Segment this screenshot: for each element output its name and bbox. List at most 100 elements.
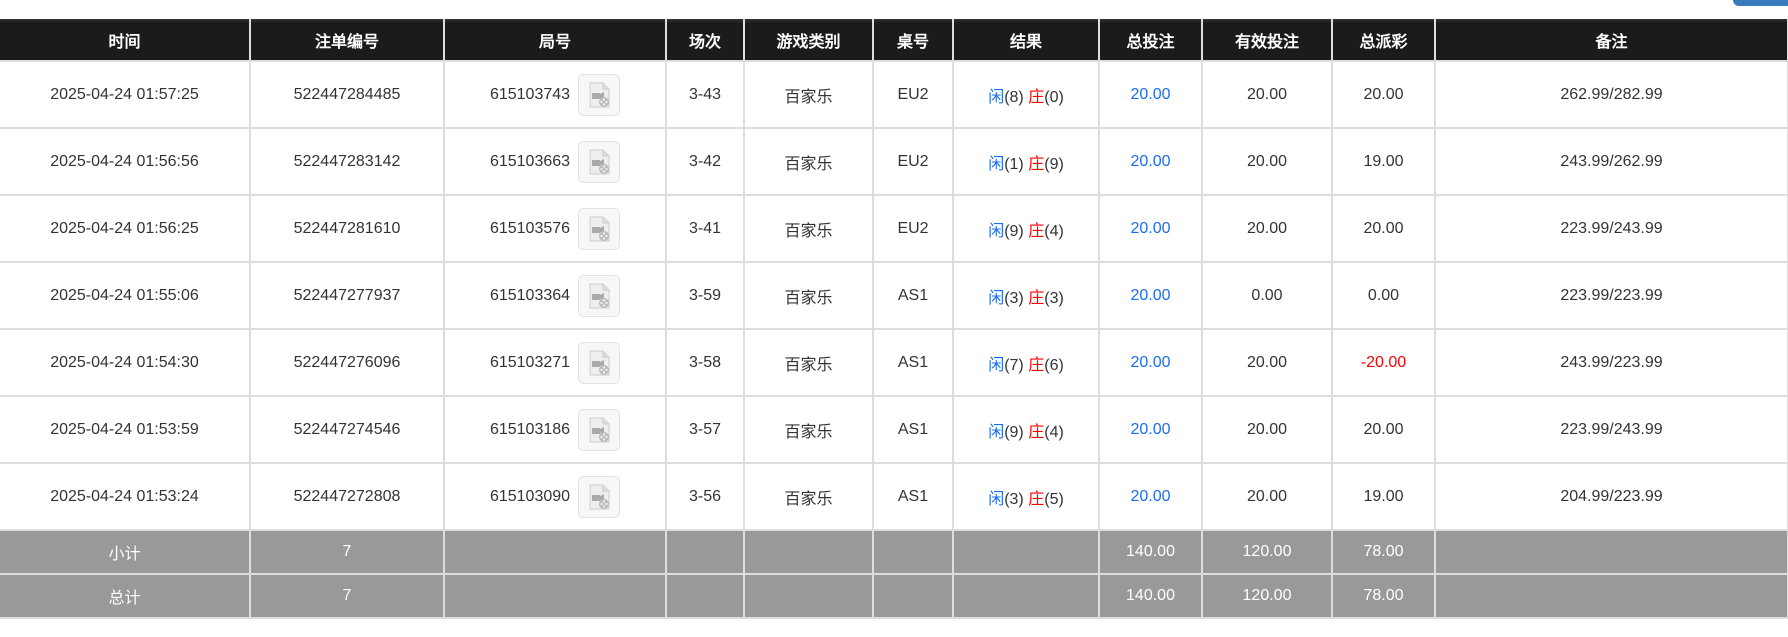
table-no-cell: EU2: [872, 127, 954, 196]
player-label: 闲: [988, 289, 1005, 307]
table-no: AS1: [897, 487, 929, 505]
video-file-icon[interactable]: [578, 73, 621, 116]
payout-cell: -20.00: [1331, 328, 1436, 397]
bet-id-cell: 522447277937: [249, 261, 445, 330]
shoe: 3-43: [688, 85, 722, 103]
payout-cell: 20.00: [1331, 194, 1436, 263]
shoe: 3-42: [688, 152, 722, 170]
game-type-cell: 百家乐: [743, 127, 874, 196]
top-right-button[interactable]: [1733, 0, 1788, 6]
time-cell: 2025-04-24 01:56:56: [0, 127, 251, 196]
column-header-result: 结果: [952, 19, 1100, 61]
table-row: 2025-04-24 01:54:30 522447276096 615103271…: [0, 328, 1788, 397]
payout: 20.00: [1363, 420, 1404, 438]
shoe: 3-56: [688, 487, 722, 505]
subtotal-valid-bet: 120.00: [1201, 529, 1333, 575]
table-no: EU2: [897, 152, 929, 170]
total-row: 总计 7 140.00 120.00 78.00: [0, 573, 1788, 619]
table-no: EU2: [897, 219, 929, 237]
table-row: 2025-04-24 01:56:25 522447281610 615103576…: [0, 194, 1788, 263]
subtotal-row: 小计 7 140.00 120.00 78.00: [0, 529, 1788, 575]
round-id: 615103364: [489, 286, 571, 304]
subtotal-payout: 78.00: [1331, 529, 1436, 575]
time-cell: 2025-04-24 01:56:25: [0, 194, 251, 263]
table-row: 2025-04-24 01:56:56 522447283142 615103663…: [0, 127, 1788, 196]
note-cell: 223.99/223.99: [1434, 261, 1788, 330]
banker-score: (0): [1044, 88, 1064, 106]
banker-score: (4): [1044, 423, 1064, 441]
empty-cell: [665, 573, 745, 619]
empty-cell: [1434, 573, 1788, 619]
shoe: 3-58: [688, 353, 722, 371]
result-cell: 闲(8) 庄(0): [952, 60, 1100, 129]
note: 223.99/243.99: [1560, 219, 1663, 237]
note-cell: 223.99/243.99: [1434, 194, 1788, 263]
table-row: 2025-04-24 01:53:59 522447274546 615103186…: [0, 395, 1788, 464]
empty-cell: [743, 573, 874, 619]
column-header-valid-bet: 有效投注: [1201, 19, 1333, 61]
banker-score: (5): [1044, 490, 1064, 508]
video-file-icon[interactable]: [578, 475, 621, 518]
result-cell: 闲(9) 庄(4): [952, 194, 1100, 263]
empty-cell: [1434, 529, 1788, 575]
valid-bet: 20.00: [1246, 420, 1288, 438]
total-valid-bet: 120.00: [1201, 573, 1333, 619]
total-bet: 20.00: [1130, 487, 1171, 505]
round-cell: 615103663: [443, 127, 667, 196]
table-no-cell: AS1: [872, 395, 954, 464]
player-score: (9): [1004, 423, 1024, 441]
column-header-bet-id: 注单编号: [249, 19, 445, 61]
valid-bet-cell: 20.00: [1201, 127, 1333, 196]
shoe: 3-59: [688, 286, 722, 304]
payout-cell: 19.00: [1331, 127, 1436, 196]
payout: 19.00: [1363, 152, 1404, 170]
game-type: 百家乐: [784, 423, 833, 441]
video-file-icon[interactable]: [578, 274, 621, 317]
video-file-icon[interactable]: [578, 341, 621, 384]
table-no-cell: AS1: [872, 328, 954, 397]
total-bet-cell: 20.00: [1098, 328, 1203, 397]
note: 243.99/223.99: [1560, 353, 1663, 371]
valid-bet: 20.00: [1246, 219, 1288, 237]
time: 2025-04-24 01:54:30: [50, 353, 199, 371]
column-header-total-bet: 总投注: [1098, 19, 1203, 61]
table-no-cell: EU2: [872, 194, 954, 263]
time: 2025-04-24 01:57:25: [50, 85, 199, 103]
payout: 20.00: [1363, 85, 1404, 103]
total-bet: 20.00: [1130, 420, 1171, 438]
note-cell: 243.99/262.99: [1434, 127, 1788, 196]
empty-cell: [743, 529, 874, 575]
game-type: 百家乐: [784, 356, 833, 374]
round-id: 615103663: [489, 152, 571, 170]
payout: 19.00: [1363, 487, 1404, 505]
bet-id: 522447272808: [293, 487, 401, 505]
note: 204.99/223.99: [1560, 487, 1663, 505]
video-file-icon[interactable]: [578, 408, 621, 451]
total-total-bet: 140.00: [1098, 573, 1203, 619]
payout-cell: 20.00: [1331, 60, 1436, 129]
note: 262.99/282.99: [1560, 85, 1663, 103]
total-bet: 20.00: [1130, 85, 1171, 103]
payout-cell: 20.00: [1331, 395, 1436, 464]
empty-cell: [872, 573, 954, 619]
banker-label: 庄: [1028, 222, 1045, 240]
bet-id-cell: 522447283142: [249, 127, 445, 196]
empty-cell: [665, 529, 745, 575]
table-no: AS1: [897, 353, 929, 371]
empty-cell: [443, 529, 667, 575]
round-id: 615103186: [489, 420, 571, 438]
bet-id-cell: 522447284485: [249, 60, 445, 129]
result-cell: 闲(1) 庄(9): [952, 127, 1100, 196]
game-type-cell: 百家乐: [743, 60, 874, 129]
video-file-icon[interactable]: [578, 207, 621, 250]
bet-id: 522447283142: [293, 152, 401, 170]
player-label: 闲: [988, 423, 1005, 441]
total-bet-cell: 20.00: [1098, 462, 1203, 531]
bet-id-cell: 522447281610: [249, 194, 445, 263]
video-file-icon[interactable]: [578, 140, 621, 183]
column-header-note: 备注: [1434, 19, 1788, 61]
round-id: 615103743: [489, 85, 571, 103]
time-cell: 2025-04-24 01:57:25: [0, 60, 251, 129]
total-bet-cell: 20.00: [1098, 60, 1203, 129]
shoe-cell: 3-42: [665, 127, 745, 196]
